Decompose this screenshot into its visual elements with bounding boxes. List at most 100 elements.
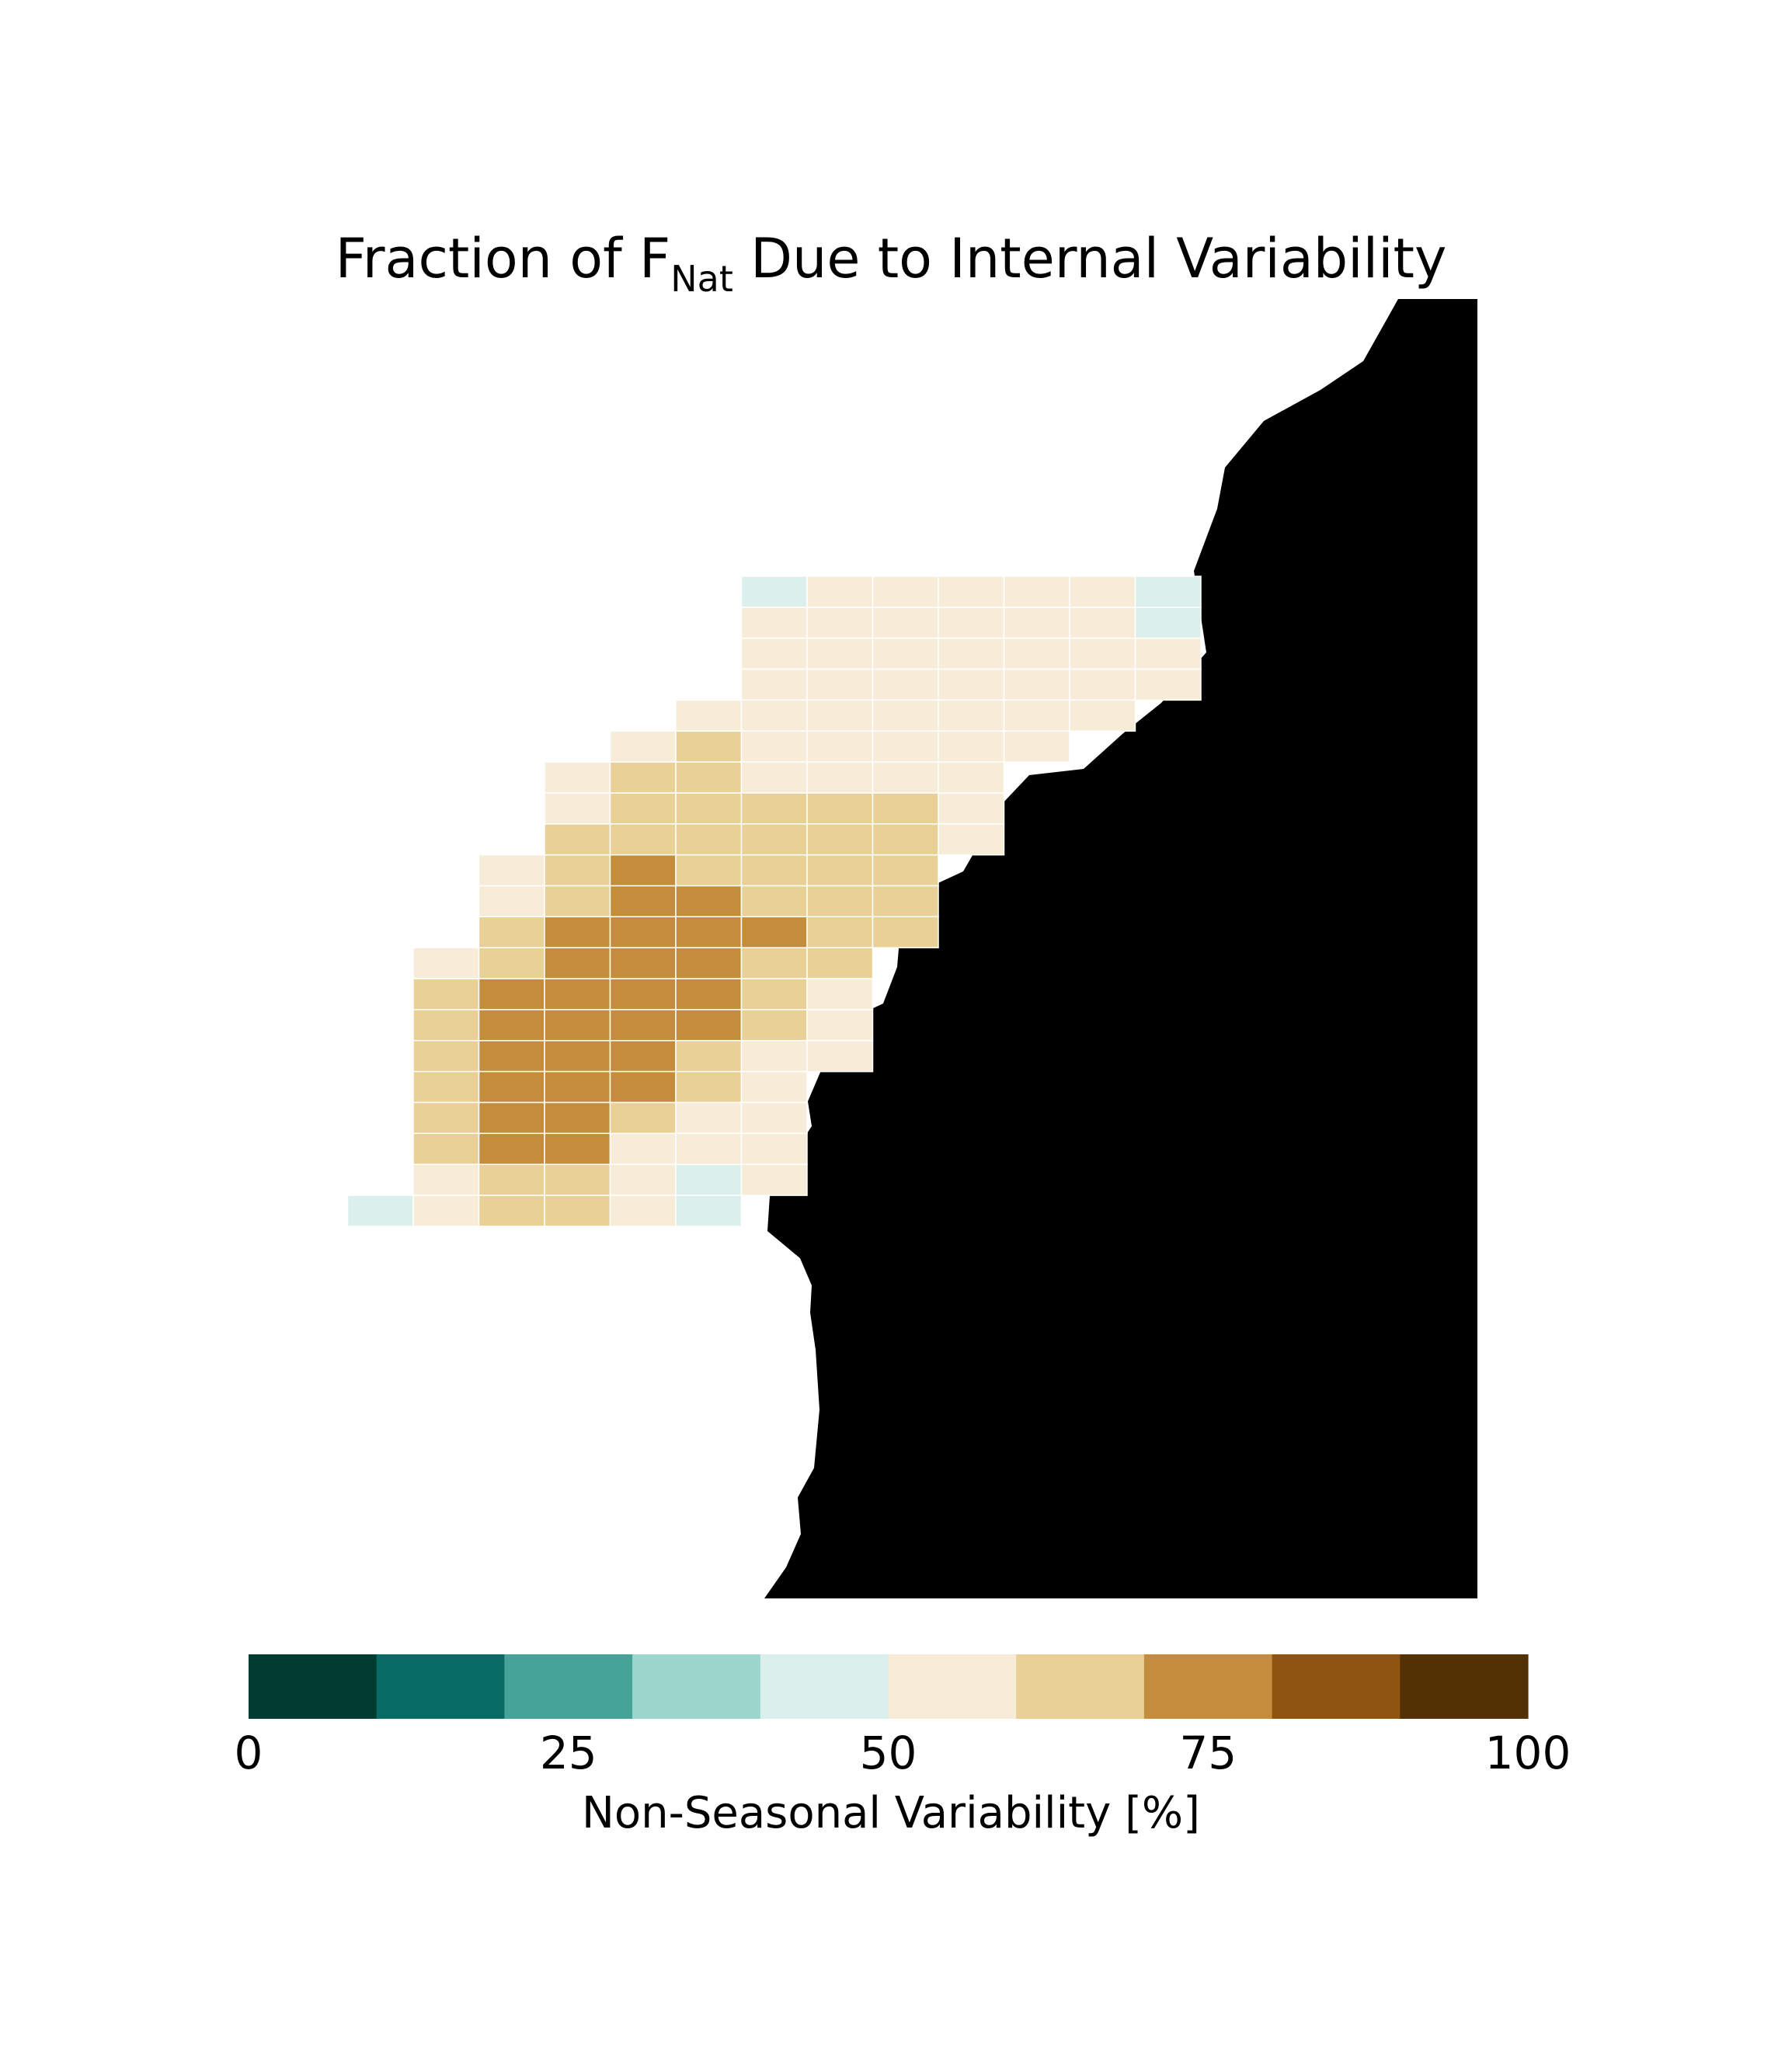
grid-cell (675, 978, 743, 1010)
grid-cell (740, 885, 808, 918)
colorbar-swatch (376, 1654, 505, 1719)
grid-cell (675, 761, 743, 794)
colorbar-swatch (1016, 1654, 1145, 1719)
grid-cell (1134, 576, 1202, 608)
grid-cell (1003, 730, 1070, 763)
colorbar: 0 25 50 75 100 Non-Seasonal Variability [%] (235, 1654, 1571, 1838)
grid-cell (872, 761, 939, 794)
title-suffix: Due to Internal Variability (733, 227, 1447, 290)
grid-cell (609, 1009, 677, 1042)
colorbar-swatch (504, 1654, 633, 1719)
grid-cell (609, 1070, 677, 1104)
grid-cell (740, 947, 808, 979)
grid-cell (1134, 607, 1202, 639)
title-prefix: Fraction of F (336, 227, 671, 290)
land-mass (764, 299, 1477, 1598)
grid-cell (740, 1070, 808, 1104)
grid-cell (740, 699, 808, 732)
grid-cell (806, 637, 874, 670)
grid-cell (1069, 576, 1136, 608)
grid-cell (609, 885, 677, 918)
grid-cell (806, 792, 874, 825)
title-subscript: Nat (670, 258, 733, 300)
grid-cell (412, 1040, 480, 1073)
grid-cell (609, 823, 677, 856)
grid-cell (938, 823, 1005, 856)
grid-cell (478, 1132, 545, 1165)
grid-cell (740, 823, 808, 856)
grid-cell (544, 885, 611, 918)
grid-cell (1003, 668, 1070, 701)
grid-cell (740, 668, 808, 701)
grid-cell (544, 823, 611, 856)
grid-cell (412, 1009, 480, 1042)
grid-cell (609, 978, 677, 1010)
grid-cell (872, 854, 939, 887)
grid-cell (872, 885, 939, 918)
grid-cell (806, 916, 874, 948)
grid-cell (1069, 637, 1136, 670)
colorbar-swatches (249, 1654, 1529, 1719)
grid-cell (675, 916, 743, 948)
colorbar-tick-label: 25 (540, 1727, 597, 1779)
grid-cell (1069, 699, 1136, 732)
grid-cell (544, 1009, 611, 1042)
grid-cell (609, 1132, 677, 1165)
grid-cell (544, 1195, 611, 1227)
grid-cell (609, 730, 677, 763)
grid-cell (740, 576, 808, 608)
grid-cell (609, 916, 677, 948)
grid-cell (675, 885, 743, 918)
grid-cell (1134, 637, 1202, 670)
colorbar-swatch (760, 1654, 889, 1719)
grid-cell (544, 978, 611, 1010)
grid-cell (544, 761, 611, 794)
grid-cell (544, 1163, 611, 1196)
grid-cell (806, 947, 874, 979)
grid-cell (938, 607, 1005, 639)
grid-cell (675, 1195, 743, 1227)
grid-cell (478, 885, 545, 918)
grid-cell (412, 1070, 480, 1104)
grid-cell (740, 1163, 808, 1196)
grid-cell (806, 885, 874, 918)
grid-cell (1069, 607, 1136, 639)
grid-cell (1003, 637, 1070, 670)
grid-cell (740, 1132, 808, 1165)
grid-cell (938, 699, 1005, 732)
grid-cell (412, 978, 480, 1010)
grid-cell (478, 916, 545, 948)
grid-cell (478, 1009, 545, 1042)
colorbar-swatch (249, 1654, 378, 1719)
grid-cell (740, 637, 808, 670)
grid-cell (740, 730, 808, 763)
grid-cell (675, 1040, 743, 1073)
grid-cell (938, 792, 1005, 825)
grid-cell (609, 947, 677, 979)
grid-cell (478, 1101, 545, 1135)
grid-cell (806, 823, 874, 856)
grid-cell (609, 1101, 677, 1135)
grid-cell (609, 854, 677, 887)
colorbar-swatch (1143, 1654, 1273, 1719)
grid-cell (740, 978, 808, 1010)
colorbar-swatch (1400, 1654, 1529, 1719)
grid-cell (806, 730, 874, 763)
grid-cell (740, 792, 808, 825)
grid-cell (872, 823, 939, 856)
grid-cell (478, 947, 545, 979)
colorbar-label: Non-Seasonal Variability [%] (582, 1788, 1200, 1838)
grid-cell (675, 823, 743, 856)
grid-cell (412, 1101, 480, 1135)
grid-cell (1003, 607, 1070, 639)
grid-cell (412, 1195, 480, 1227)
grid-cell (1069, 668, 1136, 701)
grid-cell (872, 576, 939, 608)
grid-cell (544, 854, 611, 887)
grid-cells (346, 576, 1202, 1227)
grid-cell (740, 761, 808, 794)
grid-cell (675, 1132, 743, 1165)
grid-cell (544, 1070, 611, 1104)
grid-cell (806, 607, 874, 639)
